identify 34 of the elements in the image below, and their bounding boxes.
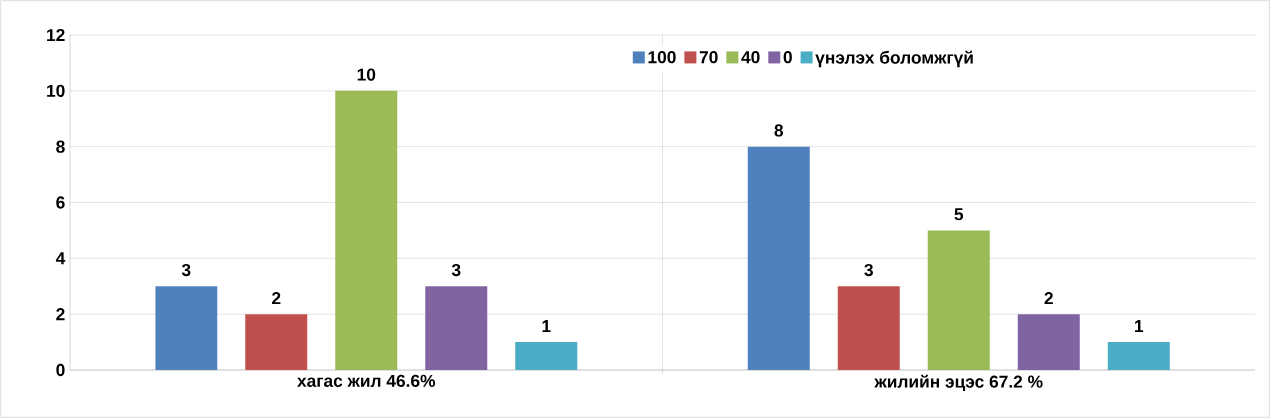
bar	[335, 90, 398, 370]
legend-label: 40	[741, 51, 760, 64]
data-label: 3	[451, 263, 461, 277]
bar	[1107, 342, 1170, 370]
bar	[155, 286, 218, 370]
data-label: 2	[1044, 292, 1053, 305]
x-tick-label: хагас жил 46.6%	[297, 374, 436, 387]
y-tick-label: 8	[56, 140, 65, 153]
legend-label: 70	[699, 51, 718, 64]
bar	[1017, 314, 1080, 370]
data-label: 3	[864, 263, 873, 277]
legend-label: 100	[648, 51, 676, 64]
y-tick-label: 4	[55, 252, 66, 265]
y-tick-label: 6	[56, 196, 65, 209]
data-label: 1	[542, 320, 551, 333]
bar	[927, 230, 990, 370]
data-label: 2	[272, 292, 281, 305]
y-tick-label: 0	[56, 363, 65, 377]
data-label: 10	[357, 68, 376, 81]
bar	[747, 146, 810, 370]
y-tick-label: 12	[47, 28, 65, 42]
legend-label: 0	[783, 51, 792, 64]
bar	[837, 286, 900, 370]
legend-label: үнэлэх боломжгүй	[815, 50, 973, 68]
data-label: 1	[1135, 320, 1144, 333]
data-label: 5	[954, 208, 964, 221]
y-tick-label: 2	[56, 308, 65, 321]
y-tick-label: 10	[47, 84, 65, 97]
data-label: 3	[181, 263, 191, 277]
bar	[245, 314, 308, 370]
data-label: 8	[774, 124, 784, 137]
bar	[515, 342, 578, 370]
x-tick-label: жилийн эцэс 67.2 %	[874, 374, 1043, 392]
bar	[425, 286, 488, 370]
